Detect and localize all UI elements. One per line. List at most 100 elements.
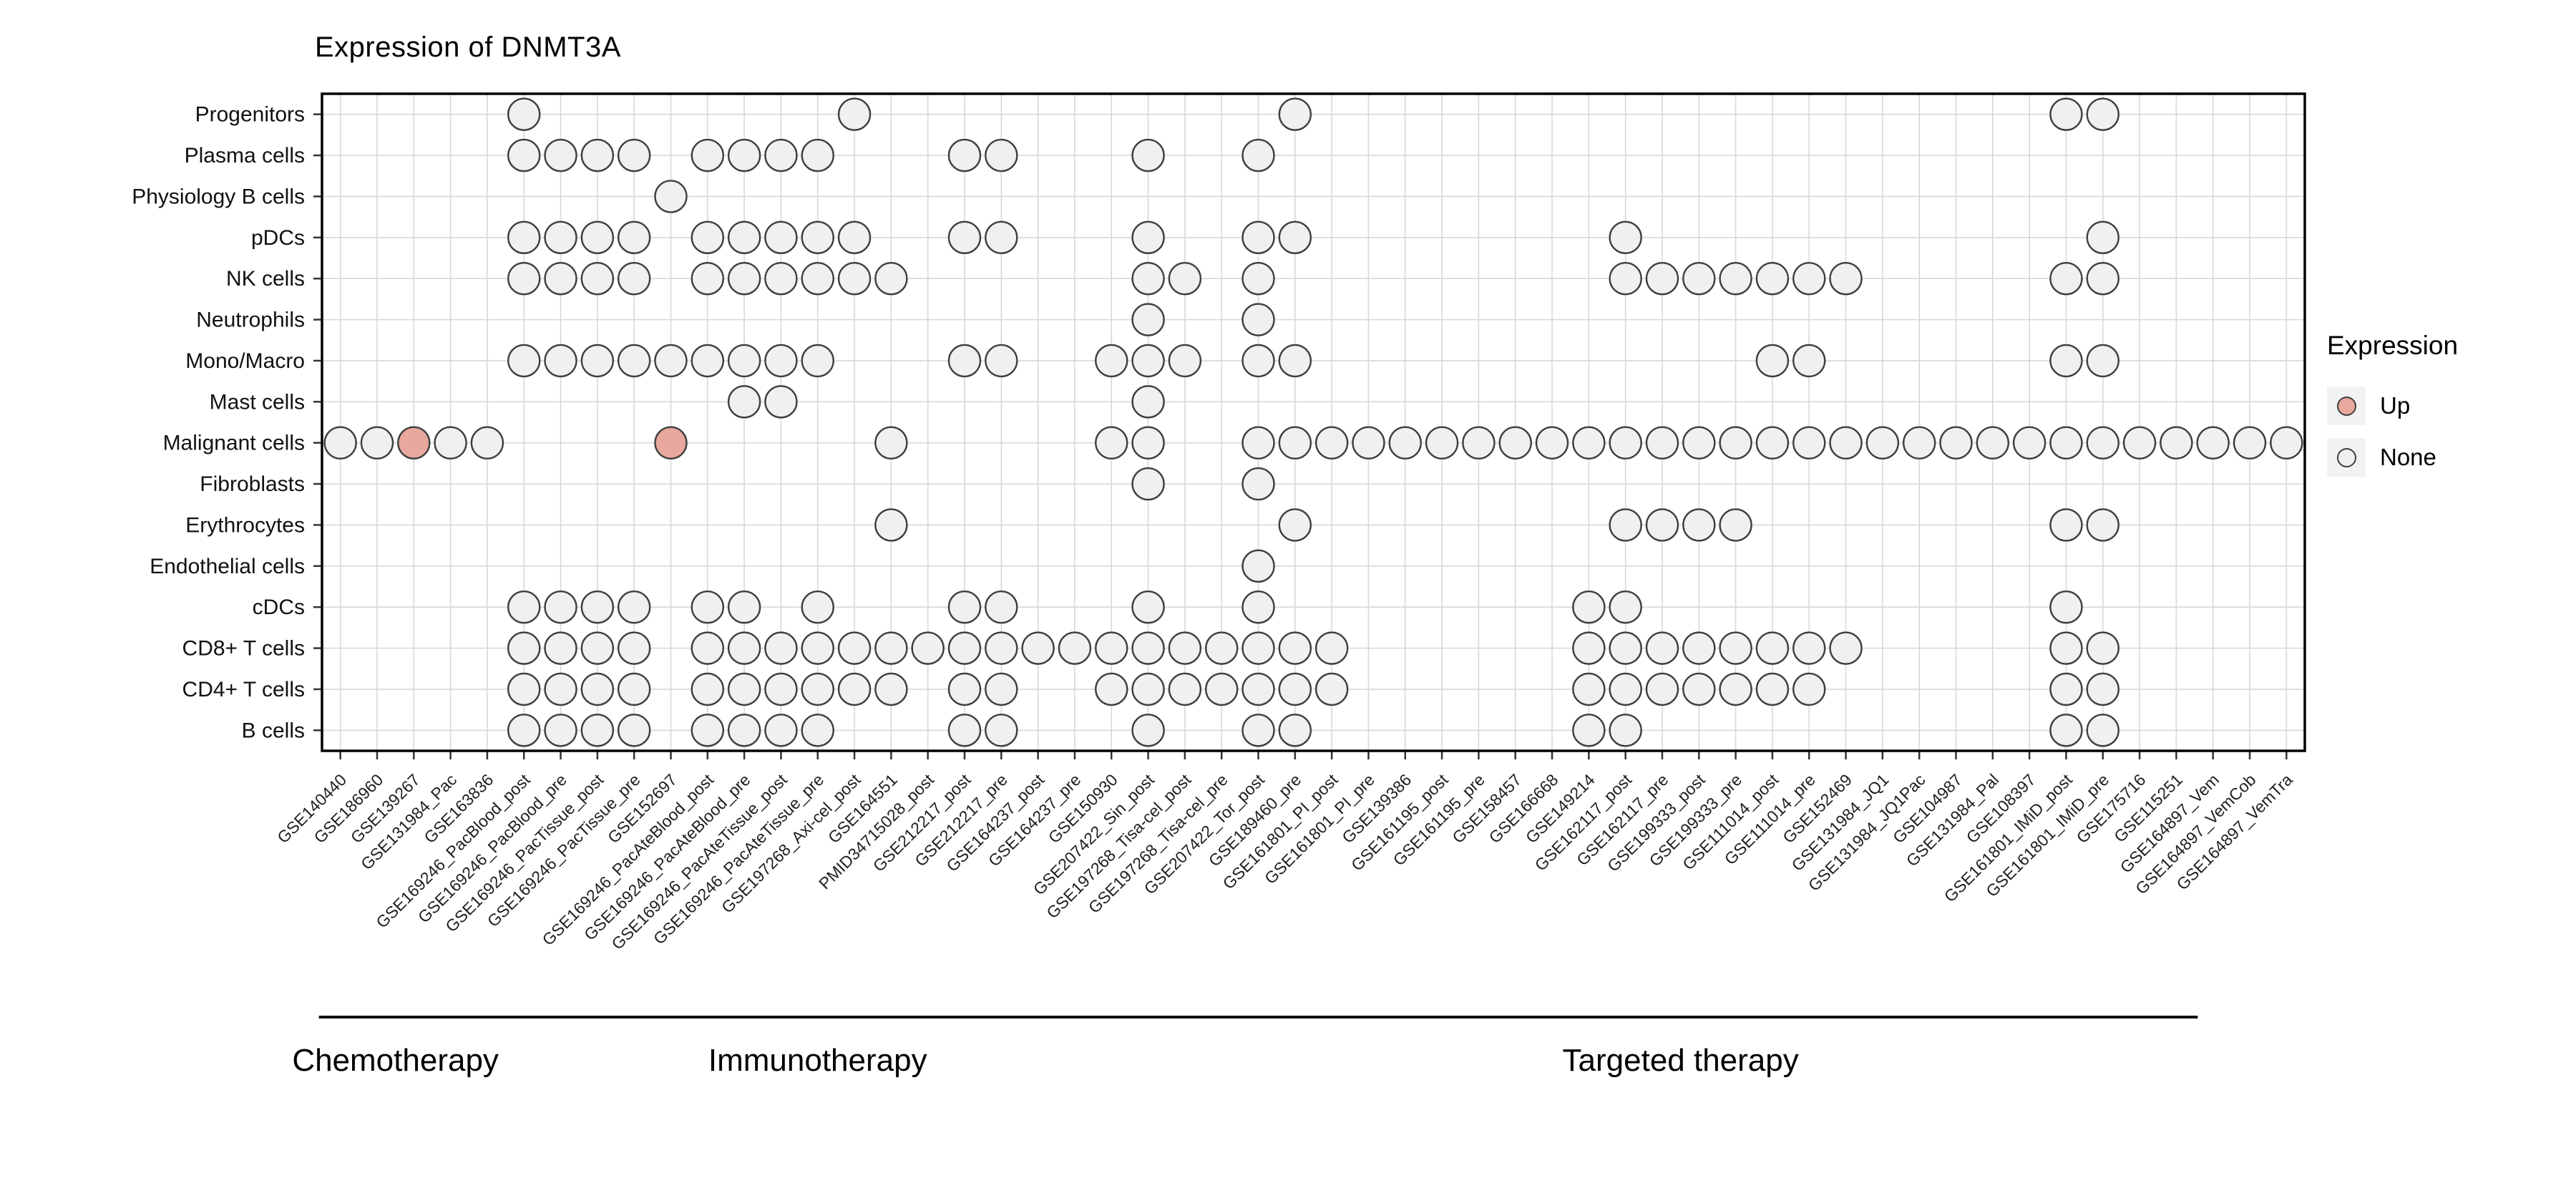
y-axis-label: pDCs — [251, 226, 305, 250]
expression-dot-none — [2049, 261, 2083, 296]
expression-dot-none — [1095, 672, 1128, 706]
expression-dot-none — [947, 714, 982, 747]
expression-dot-none — [1498, 426, 1532, 460]
legend-title: Expression — [2327, 331, 2459, 360]
expression-dot-none — [1462, 426, 1496, 460]
expression-dot-none — [1682, 508, 1716, 542]
expression-dot-none — [617, 138, 651, 172]
expression-dot-none — [1241, 631, 1275, 665]
expression-dot-none — [837, 220, 872, 255]
expression-dot-none — [1829, 426, 1863, 460]
expression-dot-none — [1241, 426, 1275, 460]
expression-dot-none — [727, 138, 761, 172]
expression-dot-none — [727, 590, 761, 624]
expression-dot-none — [1682, 672, 1716, 706]
expression-dot-none — [580, 344, 615, 378]
expression-dot-none — [1168, 672, 1202, 706]
expression-dot-none — [617, 714, 651, 747]
expression-dot-none — [507, 138, 541, 172]
expression-dot-none — [580, 220, 615, 255]
expression-dot-none — [1241, 138, 1275, 172]
expression-dot-none — [580, 672, 615, 706]
expression-dot-none — [323, 426, 357, 460]
axis-ticks — [313, 113, 2288, 759]
expression-dot-none — [507, 97, 541, 131]
expression-dot-none — [1314, 426, 1349, 460]
expression-dot-none — [1278, 344, 1312, 378]
expression-dot-none — [1645, 426, 1679, 460]
expression-dot-none — [764, 138, 798, 172]
expression-dot-none — [2049, 631, 2083, 665]
expression-dot-none — [1572, 631, 1606, 665]
y-axis-label: Progenitors — [195, 103, 305, 127]
expression-dot-none — [727, 220, 761, 255]
expression-dot-none — [1314, 631, 1349, 665]
expression-dot-none — [691, 672, 725, 706]
expression-dot-none — [764, 714, 798, 747]
expression-dot-none — [580, 261, 615, 296]
expression-dot-none — [947, 631, 982, 665]
expression-dot-none — [1131, 672, 1165, 706]
expression-dot-none — [985, 220, 1018, 255]
expression-dot-none — [2196, 426, 2230, 460]
expression-dot-none — [801, 631, 834, 665]
legend-key-box — [2327, 438, 2366, 477]
expression-dot-none — [1131, 138, 1165, 172]
expression-dot-none — [2086, 344, 2119, 378]
group-label: Chemotherapy — [292, 1043, 499, 1078]
expression-dot-none — [691, 714, 725, 747]
expression-dot-none — [580, 590, 615, 624]
expression-dot-none — [1609, 426, 1642, 460]
legend-item-none: None — [2327, 437, 2458, 478]
expression-dot-none — [617, 672, 651, 706]
expression-dot-none — [507, 672, 541, 706]
y-axis-label: Physiology B cells — [132, 185, 305, 208]
expression-dot-none — [911, 631, 945, 665]
expression-dot-none — [2049, 508, 2083, 542]
x-axis-labels: GSE140440GSE186960GSE139267GSE131984_Pac… — [273, 770, 2296, 953]
expression-dot-none — [1609, 714, 1642, 747]
expression-dot-none — [1021, 631, 1055, 665]
expression-dot-none — [1058, 631, 1092, 665]
expression-dot-none — [874, 426, 908, 460]
expression-dot-none — [1131, 261, 1165, 296]
expression-dot-none — [1572, 590, 1606, 624]
expression-dot-none — [764, 344, 798, 378]
expression-dot-none — [801, 138, 834, 172]
chart-title: Expression of DNMT3A — [315, 31, 621, 63]
expression-dot-none — [2270, 426, 2303, 460]
expression-dot-none — [985, 344, 1018, 378]
expression-dot-none — [544, 344, 577, 378]
expression-dot-none — [507, 220, 541, 255]
expression-dot-none — [1609, 220, 1642, 255]
expression-dot-none — [1719, 631, 1752, 665]
expression-dot-none — [1719, 426, 1752, 460]
expression-dot-none — [1682, 631, 1716, 665]
expression-dot-none — [2160, 426, 2193, 460]
expression-dot-none — [691, 138, 725, 172]
expression-dot-none — [1241, 344, 1275, 378]
expression-dot-none — [691, 220, 725, 255]
expression-dot-none — [2049, 97, 2083, 131]
expression-dot-none — [580, 631, 615, 665]
expression-dot-none — [801, 590, 834, 624]
expression-dot-none — [2086, 672, 2119, 706]
y-axis-label: Erythrocytes — [185, 513, 305, 537]
expression-dot-none — [837, 672, 872, 706]
expression-dot-none — [1755, 672, 1790, 706]
expression-dot-none — [947, 590, 982, 624]
expression-dot-none — [2049, 426, 2083, 460]
expression-dot-none — [544, 261, 577, 296]
expression-dot-none — [1609, 508, 1642, 542]
expression-dot-none — [985, 138, 1018, 172]
expression-dot-none — [1719, 261, 1752, 296]
expression-dot-none — [2086, 220, 2119, 255]
group-label: Immunotherapy — [708, 1043, 927, 1078]
expression-dot-none — [1131, 714, 1165, 747]
legend: Expression Up None — [2327, 331, 2458, 488]
expression-dot-none — [1682, 261, 1716, 296]
expression-dot-none — [947, 220, 982, 255]
expression-dot-none — [1388, 426, 1422, 460]
expression-dot-none — [360, 426, 394, 460]
